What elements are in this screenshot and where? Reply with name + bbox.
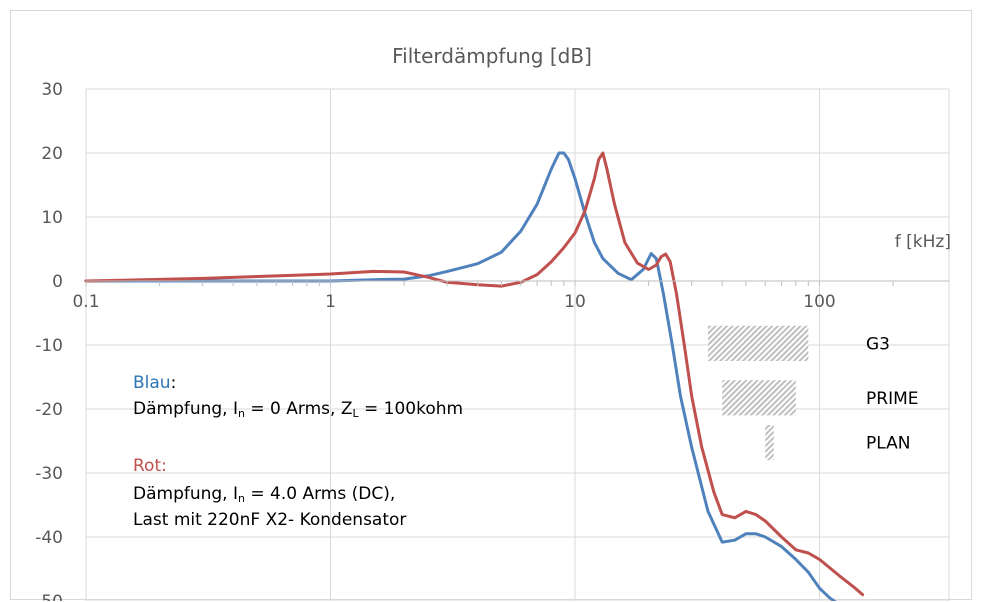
red-legend-description-1: Dämpfung, In = 4.0 Arms (DC), [133, 483, 395, 510]
blue-desc-sub-l: L [352, 407, 359, 420]
band-label-g3: G3 [866, 334, 890, 354]
blue-label: Blau [133, 373, 171, 393]
x-tick-label: 0.1 [72, 292, 99, 312]
blue-colon: : [170, 373, 177, 393]
band-label-prime: PRIME [866, 389, 919, 409]
series-lines [84, 151, 865, 601]
blue-desc-sub-n: n [238, 407, 245, 420]
series-line-1 [84, 151, 837, 601]
y-tick-label: 10 [41, 208, 63, 228]
gridlines [85, 88, 950, 601]
chart-title: Filterdämpfung [dB] [392, 44, 592, 68]
series-line-2 [84, 151, 865, 597]
red-desc-part-b: = 4.0 Arms (DC), [245, 484, 396, 504]
y-tick-label: 20 [41, 144, 63, 164]
band-plan [765, 425, 774, 461]
y-tick-label: -10 [35, 336, 63, 356]
y-tick-label: -20 [35, 400, 63, 420]
x-tick-label: 10 [564, 292, 586, 312]
frequency-bands: G3 PRIME PLAN [708, 325, 919, 461]
band-g3 [708, 325, 809, 361]
red-legend-description-2: Last mit 220nF X2- Kondensator [133, 510, 407, 530]
blue-legend-description: Dämpfung, In = 0 Arms, ZL = 100kohm [133, 398, 463, 425]
y-tick-label: 30 [41, 80, 63, 100]
blue-desc-part-b: = 0 Arms, Z [245, 399, 353, 419]
x-tick-label: 100 [803, 292, 835, 312]
red-desc-sub-n: n [238, 492, 245, 505]
y-tick-label: -50 [35, 592, 63, 601]
blue-desc-part-a: Dämpfung, I [133, 399, 239, 419]
red-desc-part-a: Dämpfung, I [133, 484, 239, 504]
band-label-plan: PLAN [866, 434, 910, 454]
y-tick-label: 0 [52, 272, 63, 292]
blue-desc-part-c: = 100kohm [358, 399, 464, 419]
y-tick-label: -30 [35, 464, 63, 484]
x-axis-label: f [kHz] [895, 232, 951, 252]
blue-legend-title: Blau: [133, 372, 176, 394]
y-tick-label: -40 [35, 528, 63, 548]
red-legend-title: Rot: [133, 456, 167, 476]
band-prime [722, 380, 796, 416]
x-tick-label: 1 [325, 292, 336, 312]
